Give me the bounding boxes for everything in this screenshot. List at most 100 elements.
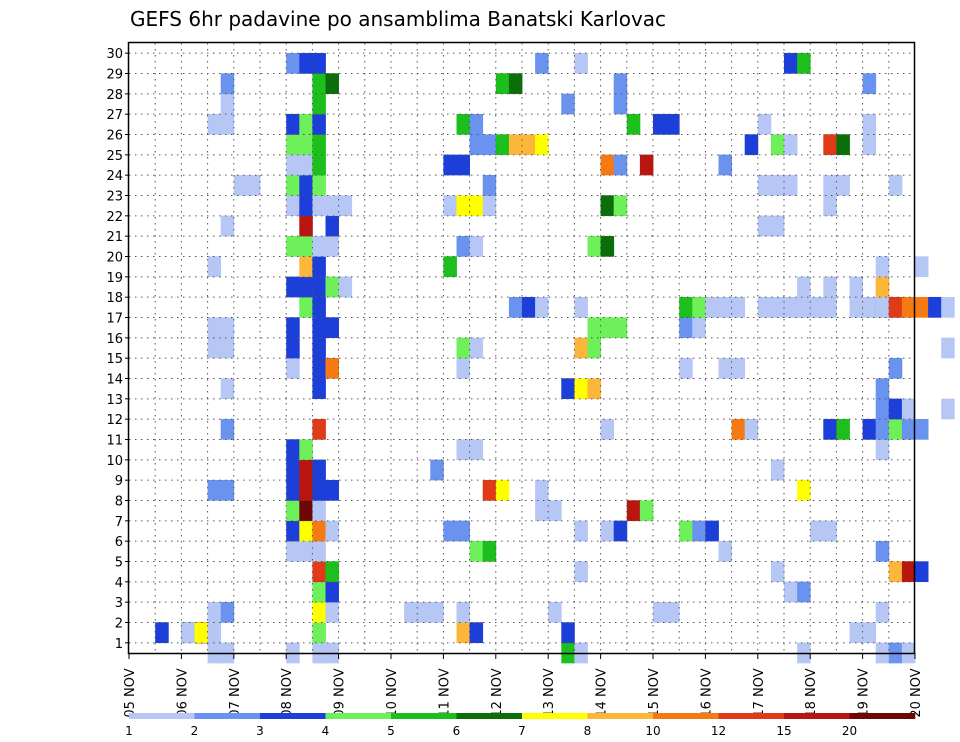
data-cell — [823, 174, 837, 196]
data-cell — [875, 540, 890, 562]
data-cell — [456, 439, 470, 461]
data-cell — [286, 134, 300, 156]
legend-swatch — [653, 713, 719, 719]
data-cell — [797, 276, 811, 298]
data-cell — [901, 418, 916, 440]
data-cell — [639, 500, 654, 522]
data-cell — [613, 154, 628, 176]
data-cell — [587, 378, 601, 400]
data-cell — [941, 296, 955, 318]
data-cell — [482, 540, 497, 562]
data-cell — [731, 418, 746, 440]
data-cell — [482, 174, 497, 196]
data-cell — [220, 93, 235, 115]
y-tick-label: 18 — [106, 291, 123, 306]
data-cell — [941, 398, 955, 420]
data-cell — [862, 73, 877, 95]
data-cell — [823, 134, 837, 156]
y-tick-label: 19 — [106, 271, 123, 286]
data-cell — [888, 561, 903, 583]
data-cell — [744, 418, 759, 440]
data-cell — [286, 337, 300, 359]
data-cell — [561, 93, 575, 115]
data-cell — [299, 500, 313, 522]
legend-label: 15 — [776, 724, 791, 738]
data-cell — [613, 93, 628, 115]
data-cell — [312, 520, 326, 542]
grid-layer — [129, 43, 915, 653]
data-cell — [312, 357, 326, 379]
data-cell — [679, 357, 693, 379]
data-cell — [587, 337, 601, 359]
data-cell — [784, 581, 798, 603]
data-cell — [797, 296, 811, 318]
y-tick-label: 26 — [106, 129, 123, 144]
data-cell — [155, 622, 169, 644]
data-cell — [325, 479, 339, 501]
data-cell — [574, 52, 588, 74]
data-cell — [888, 357, 903, 379]
data-cell — [666, 113, 680, 135]
data-cell — [823, 520, 837, 542]
y-tick-label: 6 — [115, 535, 123, 550]
y-tick-label: 13 — [106, 393, 123, 408]
data-cell — [299, 276, 313, 298]
data-cell — [784, 134, 798, 156]
data-cell — [430, 459, 444, 481]
y-tick-label: 20 — [106, 251, 123, 266]
y-tick-label: 5 — [115, 556, 123, 571]
data-cell — [469, 337, 484, 359]
y-tick-label: 7 — [115, 515, 123, 530]
y-tick-label: 10 — [106, 454, 123, 469]
data-cell — [325, 215, 339, 237]
data-cell — [613, 317, 628, 339]
data-cell — [862, 418, 877, 440]
y-tick-label: 4 — [115, 576, 123, 591]
data-cell — [797, 52, 811, 74]
y-tick-label: 11 — [106, 434, 123, 449]
data-cell — [299, 235, 313, 257]
data-cell — [836, 174, 850, 196]
data-cell — [299, 296, 313, 318]
data-cell — [770, 459, 785, 481]
data-cell — [233, 174, 248, 196]
data-cell — [286, 520, 300, 542]
data-cell — [862, 622, 877, 644]
chart-title: GEFS 6hr padavine po ansamblima Banatski… — [130, 7, 666, 31]
data-cell — [220, 215, 235, 237]
legend-label: 4 — [322, 724, 330, 738]
data-cell — [207, 317, 222, 339]
data-cell — [849, 296, 863, 318]
y-tick-label: 14 — [106, 373, 123, 388]
data-cell — [836, 418, 850, 440]
data-cell — [836, 134, 850, 156]
data-cell — [299, 215, 313, 237]
data-cell — [456, 195, 470, 217]
y-tick-label: 21 — [106, 230, 123, 245]
data-cell — [901, 561, 916, 583]
data-cell — [207, 601, 222, 623]
data-cell — [784, 296, 798, 318]
data-cell — [823, 276, 837, 298]
data-cell — [692, 520, 706, 542]
data-cell — [286, 317, 300, 339]
x-tick-label: 14 NOV — [595, 668, 610, 717]
y-tick-label: 9 — [115, 474, 123, 489]
x-tick-label: 06 NOV — [175, 668, 190, 717]
data-cell — [862, 134, 877, 156]
data-cell — [600, 154, 615, 176]
x-tick-label: 11 NOV — [437, 668, 452, 717]
data-cell — [784, 52, 798, 74]
data-cell — [495, 479, 510, 501]
y-tick-label: 30 — [106, 47, 123, 62]
data-cell — [312, 93, 326, 115]
data-cell — [875, 439, 890, 461]
legend-label: 2 — [191, 724, 199, 738]
x-tick-label: 15 NOV — [647, 668, 662, 717]
data-cell — [325, 276, 339, 298]
data-cell — [286, 479, 300, 501]
data-cell — [220, 378, 235, 400]
data-cell — [482, 134, 497, 156]
x-tick-label: 08 NOV — [280, 668, 295, 717]
data-cell — [626, 500, 641, 522]
